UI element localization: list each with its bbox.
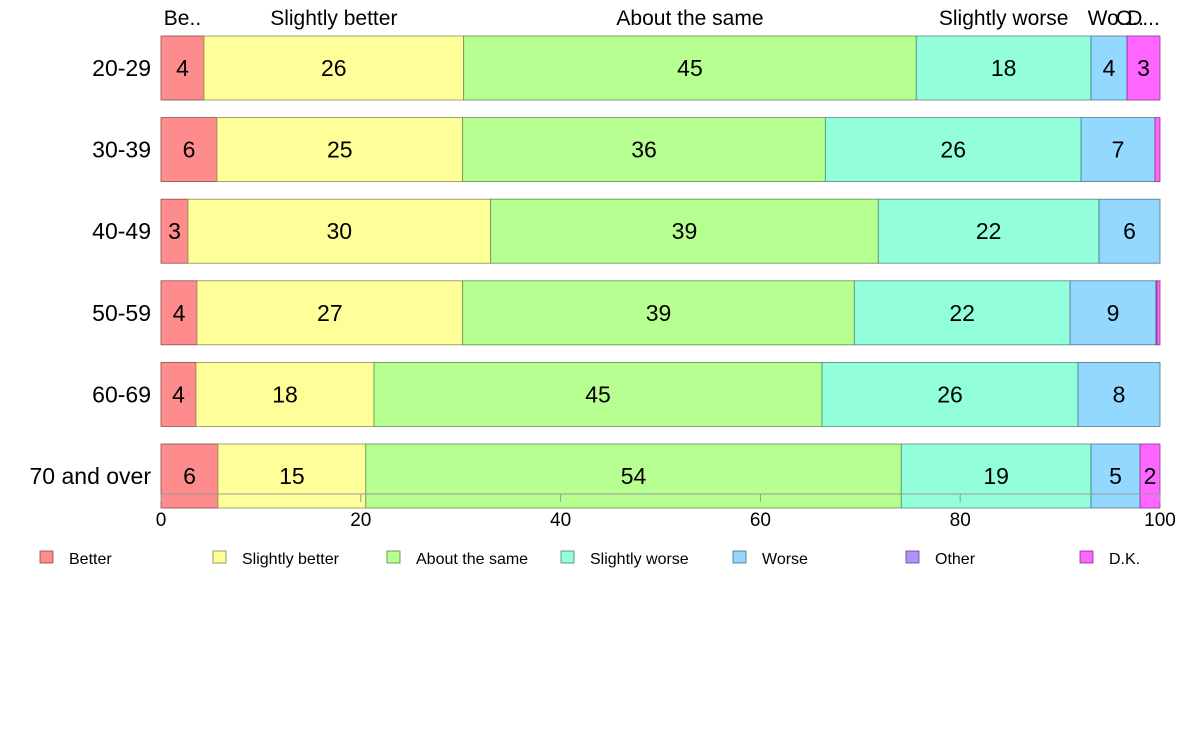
data-label: 9 bbox=[1107, 300, 1120, 326]
legend-swatch bbox=[560, 550, 575, 564]
category-label: 60-69 bbox=[92, 381, 151, 407]
data-label: 54 bbox=[621, 463, 647, 489]
data-label: 26 bbox=[937, 381, 963, 407]
bar-segment bbox=[160, 198, 189, 264]
bar-segment bbox=[1069, 280, 1157, 346]
x-tick-label: 100 bbox=[1144, 510, 1176, 531]
category-label: 20-29 bbox=[92, 55, 151, 81]
bar-segment bbox=[160, 35, 205, 101]
legend-label: Better bbox=[69, 551, 112, 568]
data-label: 26 bbox=[940, 137, 966, 163]
legend-label: Worse bbox=[762, 551, 808, 568]
data-label: 2 bbox=[1144, 463, 1157, 489]
data-label: 39 bbox=[672, 218, 698, 244]
segment-header-label: Wo.. bbox=[1088, 7, 1131, 30]
data-label: 45 bbox=[677, 55, 703, 81]
category-label: 30-39 bbox=[92, 137, 151, 163]
data-label: 3 bbox=[1137, 55, 1150, 81]
segment-header-label: D... bbox=[1127, 7, 1160, 30]
bar-segment bbox=[217, 443, 367, 509]
bar-segment bbox=[1139, 443, 1161, 509]
bar-segment bbox=[462, 280, 855, 346]
category-label: 70 and over bbox=[30, 463, 152, 489]
segment-header-label: Slightly worse bbox=[939, 7, 1069, 30]
bar-segment bbox=[216, 117, 464, 182]
bar-segment bbox=[160, 280, 198, 346]
bar-segment bbox=[1077, 361, 1161, 427]
legend-swatch bbox=[212, 550, 227, 564]
legend-label: Slightly worse bbox=[590, 551, 689, 568]
legend-swatch bbox=[905, 550, 920, 564]
legend-label: Other bbox=[935, 551, 976, 568]
bar-segment bbox=[1156, 280, 1161, 346]
data-label: 36 bbox=[631, 137, 657, 163]
legend-label: D.K. bbox=[1109, 551, 1140, 568]
data-label: 6 bbox=[1123, 218, 1136, 244]
data-label: 4 bbox=[172, 381, 185, 407]
data-label: 18 bbox=[272, 381, 298, 407]
bar-segment bbox=[877, 198, 1100, 264]
data-label: 27 bbox=[317, 300, 343, 326]
bar-segment bbox=[1154, 117, 1161, 182]
bar-segment bbox=[824, 117, 1082, 182]
data-label: 6 bbox=[183, 137, 196, 163]
bar-segment bbox=[160, 361, 197, 427]
data-label: 30 bbox=[327, 218, 353, 244]
bar-segment bbox=[373, 361, 823, 427]
bar-segment bbox=[203, 35, 465, 101]
segment-header-label: About the same bbox=[616, 7, 763, 30]
data-label: 8 bbox=[1113, 381, 1126, 407]
bar-segment bbox=[365, 443, 902, 509]
bar-segment bbox=[915, 35, 1092, 101]
segment-header-label: Slightly better bbox=[270, 7, 397, 30]
x-tick-label: 0 bbox=[156, 510, 167, 531]
x-tick-label: 20 bbox=[350, 510, 371, 531]
bar-segment bbox=[1098, 198, 1161, 264]
x-tick-label: 80 bbox=[950, 510, 971, 531]
data-label: 22 bbox=[949, 300, 975, 326]
category-label: 40-49 bbox=[92, 218, 151, 244]
category-label: 50-59 bbox=[92, 300, 151, 326]
legend-swatch bbox=[39, 550, 54, 564]
bar-segment bbox=[490, 198, 879, 264]
bar-segment bbox=[160, 117, 218, 182]
data-label: 4 bbox=[173, 300, 186, 326]
legend-swatch bbox=[386, 550, 401, 564]
bar-segment bbox=[187, 198, 492, 264]
bar-segment bbox=[196, 280, 464, 346]
data-label: 18 bbox=[991, 55, 1017, 81]
legend-label: About the same bbox=[416, 551, 528, 568]
data-label: 3 bbox=[168, 218, 181, 244]
segment-header-label: O.. bbox=[1116, 7, 1144, 30]
data-label: 22 bbox=[976, 218, 1002, 244]
bar-segment bbox=[1090, 443, 1141, 509]
bar-segment bbox=[160, 443, 219, 509]
data-label: 7 bbox=[1112, 137, 1125, 163]
data-label: 19 bbox=[983, 463, 1009, 489]
data-label: 4 bbox=[176, 55, 189, 81]
bar-segment bbox=[1090, 35, 1128, 101]
data-label: 25 bbox=[327, 137, 353, 163]
bar-segment bbox=[900, 443, 1092, 509]
legend-swatch bbox=[732, 550, 747, 564]
bar-segment bbox=[853, 280, 1071, 346]
x-tick-label: 60 bbox=[750, 510, 771, 531]
bar-segment bbox=[462, 117, 826, 182]
x-tick-label: 40 bbox=[550, 510, 571, 531]
data-label: 5 bbox=[1109, 463, 1122, 489]
segment-header-label: Be.. bbox=[164, 7, 201, 30]
data-label: 15 bbox=[279, 463, 305, 489]
data-label: 39 bbox=[646, 300, 672, 326]
legend-swatch bbox=[1079, 550, 1094, 564]
data-label: 45 bbox=[585, 381, 611, 407]
data-label: 4 bbox=[1103, 55, 1116, 81]
data-label: 6 bbox=[183, 463, 196, 489]
bar-segment bbox=[463, 35, 917, 101]
bar-segment bbox=[1126, 35, 1161, 101]
legend-label: Slightly better bbox=[242, 551, 340, 568]
bar-segment bbox=[821, 361, 1079, 427]
data-label: 26 bbox=[321, 55, 347, 81]
